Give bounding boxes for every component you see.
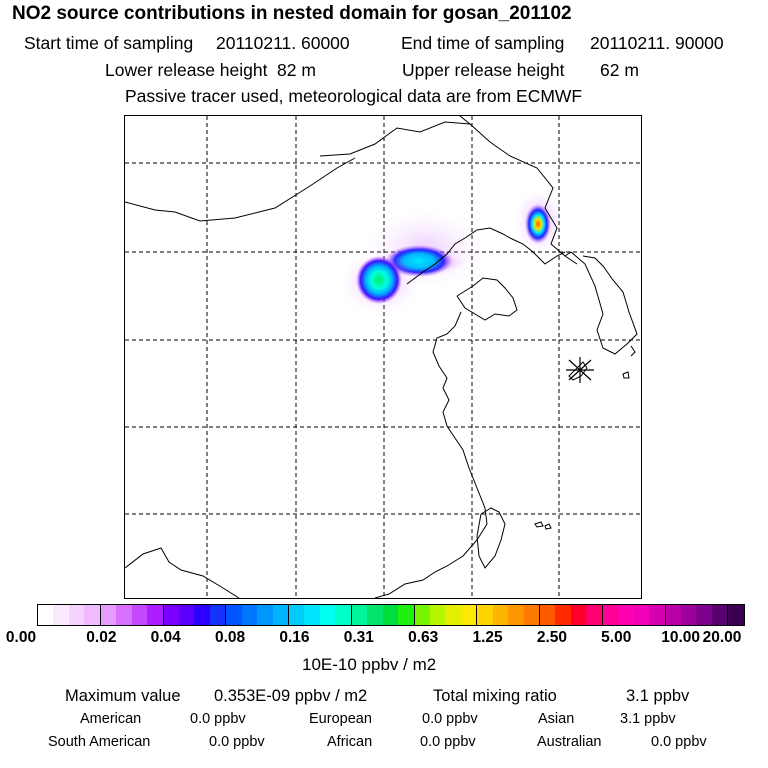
colorbar-swatch [414,605,430,625]
coastline-border-lines [125,116,638,598]
colorbar-swatch [351,605,368,625]
lower-release-height-value: 82 m [277,60,316,80]
colorbar-swatch [100,605,117,625]
colorbar-swatch [209,605,227,625]
colorbar-swatch [508,605,524,625]
source-australian-label: Australian [537,734,602,750]
colorbar-swatch [367,605,383,625]
no2-plume-field [340,189,563,315]
colorbar-swatch [68,605,85,625]
colorbar-swatch [696,605,712,625]
source-american-value: 0.0 ppbv [190,711,246,727]
colorbar-swatch [445,605,461,625]
colorbar-swatch [665,605,681,625]
colorbar-unit-label: 10E-10 ppbv / m2 [302,655,437,674]
colorbar-swatch [335,605,352,625]
colorbar-swatch [618,605,634,625]
colorbar-swatch [304,605,320,625]
colorbar-swatch [257,605,273,625]
colorbar-swatch [241,605,258,625]
colorbar-tick-label: 2.50 [536,629,567,646]
colorbar-tick-label: 0.08 [214,629,246,646]
colorbar-tick-label: 0.04 [150,629,181,646]
source-asian-value: 3.1 ppbv [620,711,676,727]
colorbar-swatch [492,605,509,625]
source-african-label: African [327,734,373,750]
start-time-label: Start time of sampling [24,33,194,53]
colorbar-tick-label: 0.31 [343,629,374,646]
colorbar-swatch [319,605,336,625]
asterisk-receptor-icon [566,357,594,383]
colorbar-tick-label: 0.63 [408,629,439,646]
colorbar-tick-label: 1.25 [472,629,503,646]
colorbar-swatch [429,605,446,625]
colorbar-swatch [272,605,289,625]
source-african-value: 0.0 ppbv [420,734,476,750]
upper-release-height-label: Upper release height [402,60,565,80]
total-mixing-ratio-label: Total mixing ratio [433,687,557,705]
source-european-label: European [309,711,372,727]
source-european-value: 0.0 ppbv [422,711,478,727]
colorbar-swatch [602,605,619,625]
tracer-note: Passive tracer used, meteorological data… [125,86,583,106]
colorbar-swatch [116,605,132,625]
colorbar-swatch [633,605,650,625]
map-panel [124,115,642,599]
colorbar-tick-label: 0.16 [279,629,310,646]
colorbar-swatch [728,605,744,625]
source-south-american-value: 0.0 ppbv [209,734,265,750]
colorbar-swatch [398,605,415,625]
colorbar-swatch [163,605,179,625]
colorbar-swatch [711,605,729,625]
max-value: 0.353E-09 ppbv / m2 [214,687,368,705]
colorbar-swatch [460,605,478,625]
colorbar-swatch [53,605,69,625]
colorbar-tick-label: 20.00 [702,629,742,646]
colorbar-swatch [477,605,493,625]
source-american-label: American [80,711,142,727]
colorbar-swatch [226,605,242,625]
end-time-value: 20110211. 90000 [590,33,724,53]
colorbar-tick-label: 0.02 [86,629,117,646]
lat-lon-grid [125,116,641,598]
source-australian-value: 0.0 ppbv [651,734,707,750]
colorbar-swatch [84,605,101,625]
colorbar-swatch [586,605,603,625]
colorbar-swatch [178,605,195,625]
colorbar-swatch [523,605,540,625]
colorbar-swatch [555,605,571,625]
map-canvas [125,116,641,598]
colorbar-swatch [147,605,164,625]
colorbar-swatch [131,605,148,625]
colorbar-swatch [289,605,305,625]
colorbar-swatch [649,605,666,625]
colorbar-swatch [570,605,587,625]
colorbar-tick-label: 10.00 [661,629,701,646]
max-value-label: Maximum value [65,687,181,705]
source-asian-label: Asian [538,711,575,727]
end-time-label: End time of sampling [401,33,565,53]
start-time-value: 20110211. 60000 [216,33,350,53]
colorbar-tick-label: 5.00 [601,629,632,646]
upper-release-height-value: 62 m [600,60,639,80]
total-mixing-ratio-value: 3.1 ppbv [626,687,690,705]
colorbar-swatch [680,605,697,625]
plot-title: NO2 source contributions in nested domai… [12,3,572,24]
source-south-american-label: South American [48,734,151,750]
colorbar [37,604,745,626]
lower-release-height-label: Lower release height [105,60,268,80]
colorbar-swatch [194,605,210,625]
colorbar-swatch [38,605,54,625]
colorbar-swatch [382,605,399,625]
colorbar-tick-label: 0.00 [5,629,37,646]
colorbar-swatch [540,605,556,625]
